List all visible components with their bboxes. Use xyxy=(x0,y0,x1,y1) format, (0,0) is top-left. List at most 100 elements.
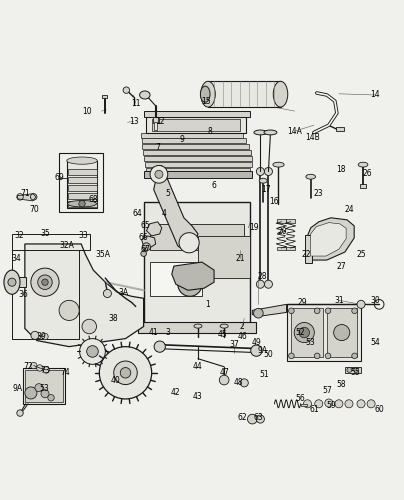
Text: 64: 64 xyxy=(133,210,143,218)
Bar xyxy=(138,322,257,332)
Text: 9: 9 xyxy=(179,135,184,144)
Text: 40: 40 xyxy=(111,376,120,386)
Text: 25: 25 xyxy=(356,250,366,258)
Text: 34: 34 xyxy=(11,254,21,262)
Text: 12: 12 xyxy=(155,116,164,126)
Circle shape xyxy=(41,390,49,398)
Ellipse shape xyxy=(358,162,368,167)
Text: 3A: 3A xyxy=(118,288,128,297)
Circle shape xyxy=(103,290,112,298)
Bar xyxy=(25,370,63,402)
Text: 32A: 32A xyxy=(60,242,75,250)
Circle shape xyxy=(143,243,150,251)
Text: 6: 6 xyxy=(212,181,217,190)
Text: 29: 29 xyxy=(298,298,307,307)
Text: 28: 28 xyxy=(258,272,267,280)
Circle shape xyxy=(264,168,272,175)
Circle shape xyxy=(150,166,168,183)
Text: 72: 72 xyxy=(23,362,33,372)
Text: 5: 5 xyxy=(165,189,170,198)
Circle shape xyxy=(120,368,131,378)
Text: 32: 32 xyxy=(14,232,23,240)
Text: 53: 53 xyxy=(306,338,316,347)
Text: 9A: 9A xyxy=(257,346,267,355)
Text: 10: 10 xyxy=(82,106,92,116)
Circle shape xyxy=(257,280,264,288)
Bar xyxy=(68,177,97,183)
Polygon shape xyxy=(18,194,36,201)
Bar xyxy=(143,150,251,156)
Bar xyxy=(145,162,252,168)
Bar xyxy=(142,138,246,143)
Polygon shape xyxy=(172,262,214,290)
Circle shape xyxy=(80,338,105,364)
Circle shape xyxy=(352,353,358,358)
Bar xyxy=(12,277,26,287)
Bar xyxy=(59,154,103,212)
Circle shape xyxy=(257,168,264,175)
Circle shape xyxy=(114,361,137,384)
Bar xyxy=(144,156,252,162)
Circle shape xyxy=(315,400,323,408)
Circle shape xyxy=(264,280,272,288)
Text: 47: 47 xyxy=(219,368,229,378)
Circle shape xyxy=(43,367,49,373)
Circle shape xyxy=(357,300,365,308)
Circle shape xyxy=(179,232,199,253)
Text: 53: 53 xyxy=(39,384,49,394)
Text: 57: 57 xyxy=(322,386,332,396)
Bar xyxy=(141,133,244,138)
Circle shape xyxy=(154,341,165,352)
Ellipse shape xyxy=(4,270,20,294)
Ellipse shape xyxy=(201,82,215,107)
Circle shape xyxy=(17,410,23,416)
Ellipse shape xyxy=(273,162,284,167)
Text: 27: 27 xyxy=(336,262,346,270)
Circle shape xyxy=(347,368,352,372)
Bar xyxy=(198,236,250,278)
Bar xyxy=(290,308,323,356)
Text: 46: 46 xyxy=(238,332,247,341)
Bar xyxy=(277,247,286,250)
Text: 21: 21 xyxy=(236,254,245,262)
Polygon shape xyxy=(307,218,354,260)
Circle shape xyxy=(257,415,264,423)
Text: 36: 36 xyxy=(18,290,28,299)
Text: 13: 13 xyxy=(129,116,138,126)
Circle shape xyxy=(325,399,333,407)
Polygon shape xyxy=(154,166,198,250)
Circle shape xyxy=(352,308,358,314)
Bar xyxy=(145,168,250,173)
Circle shape xyxy=(334,324,350,340)
Text: 24: 24 xyxy=(344,205,354,214)
Circle shape xyxy=(335,400,343,408)
Bar xyxy=(277,220,286,222)
Bar xyxy=(327,308,357,356)
Text: 56: 56 xyxy=(296,394,305,404)
Text: 52: 52 xyxy=(296,328,305,337)
Text: 35: 35 xyxy=(40,230,50,238)
Text: 69: 69 xyxy=(54,173,64,182)
Circle shape xyxy=(141,251,146,256)
Text: 8: 8 xyxy=(208,126,213,136)
Text: 20: 20 xyxy=(278,228,287,236)
Circle shape xyxy=(367,400,375,408)
Bar xyxy=(345,367,361,373)
Circle shape xyxy=(82,319,97,334)
Polygon shape xyxy=(311,222,346,256)
Circle shape xyxy=(294,322,314,342)
Ellipse shape xyxy=(220,324,228,328)
Text: 71: 71 xyxy=(20,189,29,198)
Text: 9A: 9A xyxy=(13,384,23,394)
Circle shape xyxy=(31,332,39,340)
Bar xyxy=(360,184,366,188)
Text: 54: 54 xyxy=(370,338,380,347)
Bar xyxy=(68,193,97,199)
Ellipse shape xyxy=(306,174,316,179)
Bar xyxy=(143,202,250,326)
Bar xyxy=(68,169,97,174)
Text: 4: 4 xyxy=(161,210,166,218)
Circle shape xyxy=(254,308,263,318)
Text: 3: 3 xyxy=(165,328,170,337)
Circle shape xyxy=(240,379,248,387)
